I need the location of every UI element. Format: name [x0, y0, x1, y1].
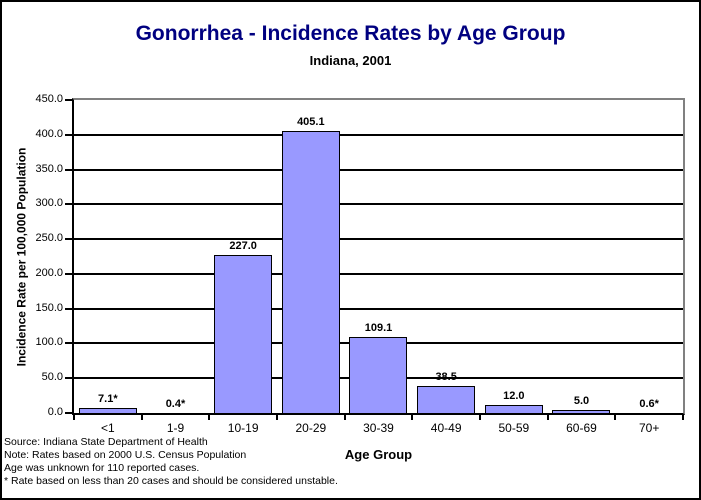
- y-tick-label: 100.0: [35, 336, 63, 349]
- bar-slot: 109.1: [345, 100, 413, 413]
- y-tick-mark: [65, 272, 72, 275]
- y-tick-mark: [65, 377, 72, 380]
- bar-slot: 0.4*: [142, 100, 210, 413]
- y-tick-mark: [65, 133, 72, 136]
- x-tick-mark: [343, 415, 346, 420]
- y-tick-mark: [65, 203, 72, 206]
- x-category-label: 1-9: [166, 421, 185, 435]
- x-tick-mark: [614, 415, 617, 420]
- y-tick-mark: [65, 307, 72, 310]
- bars-layer: 7.1* 0.4* 227.0 405.1 109.1 38.5 12.0 5.0 0.6*: [74, 100, 683, 413]
- bar-value-label: 7.1*: [98, 393, 118, 406]
- x-tick-mark: [208, 415, 211, 420]
- plot-area: 7.1* 0.4* 227.0 405.1 109.1 38.5 12.0 5.0 0.6*: [72, 98, 685, 415]
- bar-value-label: 227.0: [229, 240, 257, 253]
- bar-value-label: 0.4*: [165, 397, 186, 410]
- y-tick-mark: [65, 238, 72, 241]
- bar: [484, 404, 543, 413]
- x-category-label: 50-59: [498, 421, 530, 435]
- bar-slot: 38.5: [412, 100, 480, 413]
- x-category-label: 30-39: [363, 421, 394, 435]
- x-tick-mark: [546, 415, 549, 420]
- bar-value-label: 405.1: [297, 116, 325, 129]
- bar-slot: 7.1*: [74, 100, 142, 413]
- x-category-label: 70+: [638, 421, 660, 435]
- bar-slot: 12.0: [480, 100, 548, 413]
- y-tick-label: 350.0: [35, 162, 63, 175]
- x-tick-mark: [73, 415, 75, 420]
- x-category-label: 60-69: [566, 421, 597, 435]
- bar-value-label: 38.5: [435, 371, 457, 384]
- x-category-label: 40-49: [430, 421, 462, 435]
- bar-value-label: 109.1: [364, 322, 393, 335]
- y-tick-label: 300.0: [35, 197, 63, 210]
- bar-slot: 0.6*: [615, 100, 683, 413]
- bar: [281, 131, 340, 413]
- bar: [552, 409, 611, 413]
- x-axis-labels: <1 1-9 10-19 20-29 30-39 40-49 50-59 60-69 70+: [74, 421, 683, 436]
- x-category-label: 20-29: [295, 421, 327, 435]
- x-tick-mark: [411, 415, 414, 420]
- y-tick-label: 0.0: [47, 406, 63, 418]
- y-tick-label: 450.0: [35, 93, 63, 105]
- bar: [349, 337, 408, 413]
- y-tick-mark: [65, 168, 72, 171]
- y-tick-mark: [65, 99, 72, 101]
- footnote-line: Note: Rates based on 2000 U.S. Census Po…: [4, 449, 247, 461]
- bar-slot: 405.1: [277, 100, 345, 413]
- gridline: [74, 133, 683, 136]
- bar-value-label: 0.6*: [639, 397, 659, 410]
- chart-subtitle: Indiana, 2001: [309, 53, 392, 68]
- chart-title: Gonorrhea - Incidence Rates by Age Group: [135, 22, 566, 45]
- bar-value-label: 5.0: [573, 394, 590, 407]
- gridline: [74, 272, 683, 275]
- x-tick-mark: [479, 415, 481, 420]
- bar: [214, 255, 273, 413]
- footnote-line: Age was unknown for 110 reported cases.: [4, 462, 200, 474]
- footnote-line: * Rate based on less than 20 cases and s…: [4, 475, 338, 487]
- x-tick-mark: [682, 415, 684, 420]
- bar: [78, 408, 137, 413]
- y-tick-label: 50.0: [41, 371, 63, 384]
- x-category-label: 10-19: [227, 421, 259, 435]
- y-tick-label: 150.0: [35, 301, 63, 314]
- y-axis-title: Incidence Rate per 100,000 Population: [14, 147, 29, 367]
- gridline: [74, 238, 683, 241]
- gridline: [74, 307, 683, 310]
- chart-footnotes: Source: Indiana State Department of Heal…: [4, 436, 338, 488]
- y-tick-label: 400.0: [35, 127, 63, 140]
- bar: [417, 386, 476, 413]
- gridline: [74, 168, 683, 171]
- y-tick-label: 250.0: [35, 232, 63, 245]
- y-tick-mark: [65, 342, 72, 345]
- footnote-line: Source: Indiana State Department of Heal…: [4, 436, 208, 448]
- x-category-label: <1: [100, 421, 115, 435]
- x-tick-mark: [276, 415, 278, 420]
- gridline: [74, 203, 683, 206]
- bar-slot: 5.0: [548, 100, 616, 413]
- bar-value-label: 12.0: [503, 389, 525, 402]
- bar-slot: 227.0: [209, 100, 277, 413]
- x-axis-title: Age Group: [344, 447, 413, 462]
- x-tick-mark: [140, 415, 143, 420]
- y-tick-label: 200.0: [35, 266, 63, 279]
- y-tick-mark: [65, 412, 72, 414]
